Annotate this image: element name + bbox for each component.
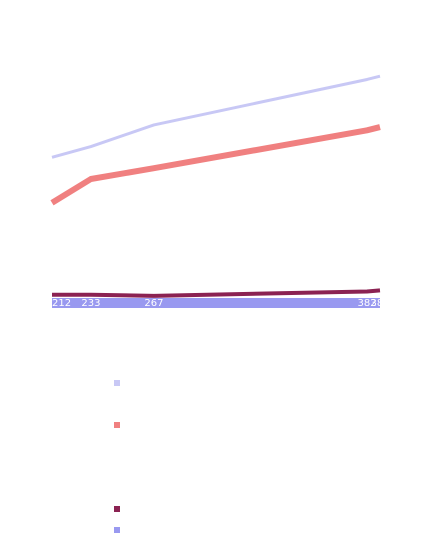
x-label-212: 212: [52, 298, 71, 309]
series-1-line: [51, 74, 381, 159]
series-4-band: [52, 298, 380, 308]
series-lines: [50, 74, 381, 298]
x-label-382: 382: [357, 298, 376, 309]
x-label-389: 389: [370, 298, 389, 309]
series-2-line: [50, 124, 381, 206]
baseline-bands: [52, 298, 380, 308]
x-label-233: 233: [81, 298, 100, 309]
series-3-line: [52, 288, 381, 298]
x-label-267: 267: [144, 298, 163, 309]
legend-swatch-series-4: [114, 527, 120, 533]
legend-swatch-series-1: [114, 380, 120, 386]
legend-swatch-series-2: [114, 422, 120, 428]
legend-swatch-series-3: [114, 506, 120, 512]
